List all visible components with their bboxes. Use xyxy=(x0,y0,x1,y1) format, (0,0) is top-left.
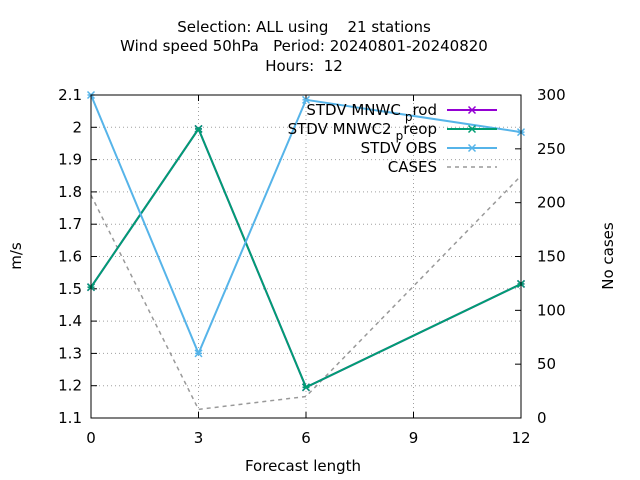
chart-title-line-2: Wind speed 50hPa Period: 20240801-202408… xyxy=(120,37,488,55)
x-tick-label: 12 xyxy=(511,429,530,447)
y2-axis-label: No cases xyxy=(599,222,617,290)
y2-tick-label: 150 xyxy=(537,248,566,266)
y2-tick-label: 300 xyxy=(537,86,566,104)
legend-label: STDV MNWC prod xyxy=(306,101,437,124)
series-cases xyxy=(90,175,522,411)
data-point xyxy=(301,383,311,392)
plot-area xyxy=(86,90,526,411)
y-tick-label: 1.2 xyxy=(58,377,82,395)
legend-entry: CASES xyxy=(388,158,497,176)
x-tick-label: 3 xyxy=(194,429,204,447)
legend-entry: STDV OBS xyxy=(361,139,497,157)
y2-tick-label: 200 xyxy=(537,194,566,212)
series-line xyxy=(90,175,522,411)
plot-border xyxy=(90,94,522,419)
y-tick-label: 1.1 xyxy=(58,409,82,427)
data-point xyxy=(301,95,311,104)
y2-tick-label: 50 xyxy=(537,355,556,373)
y2-tick-label: 100 xyxy=(537,301,566,319)
series-stdv-obs xyxy=(86,90,526,358)
legend-entry: STDV MNWC2 preop xyxy=(288,120,497,143)
y-tick-label: 1.4 xyxy=(58,312,82,330)
y-tick-label: 1.5 xyxy=(58,280,82,298)
y2-tick-label: 0 xyxy=(537,409,547,427)
series-line xyxy=(90,94,522,356)
chart-title-line-1: Selection: ALL using 21 stations xyxy=(177,18,431,36)
y2-tick-label: 250 xyxy=(537,140,566,158)
data-point xyxy=(194,349,203,358)
x-tick-label: 6 xyxy=(301,429,311,447)
series-stdv-mnwc2-preop xyxy=(86,124,526,392)
y-tick-label: 2.1 xyxy=(58,86,82,104)
legend-label: STDV OBS xyxy=(361,139,437,157)
legend-label: CASES xyxy=(388,158,437,176)
chart-title-line-3: Hours: 12 xyxy=(265,57,343,75)
tick-labels: 0 3 6 9 12 1.1 1.2 1.3 1.4 1.5 1.6 1.7 1.8 1.9 2 2.1 0 50… xyxy=(58,86,566,447)
series-line xyxy=(90,126,522,389)
x-axis-label: Forecast length xyxy=(245,457,361,475)
y-tick-label: 1.7 xyxy=(58,215,82,233)
x-tick-label: 9 xyxy=(409,429,419,447)
y-tick-label: 1.6 xyxy=(58,248,82,266)
x-tick-label: 0 xyxy=(86,429,96,447)
data-point xyxy=(194,124,203,133)
y-tick-label: 1.3 xyxy=(58,344,82,362)
legend-label: STDV MNWC2 preop xyxy=(288,120,437,143)
chart-titles: Selection: ALL using 21 stations Wind sp… xyxy=(120,18,488,75)
y-axis-label: m/s xyxy=(7,242,25,270)
grid xyxy=(90,94,522,419)
y-tick-label: 1.8 xyxy=(58,183,82,201)
legend-entry: STDV MNWC prod xyxy=(306,101,497,124)
y-tick-label: 2 xyxy=(72,118,82,136)
y-tick-label: 1.9 xyxy=(58,151,82,169)
